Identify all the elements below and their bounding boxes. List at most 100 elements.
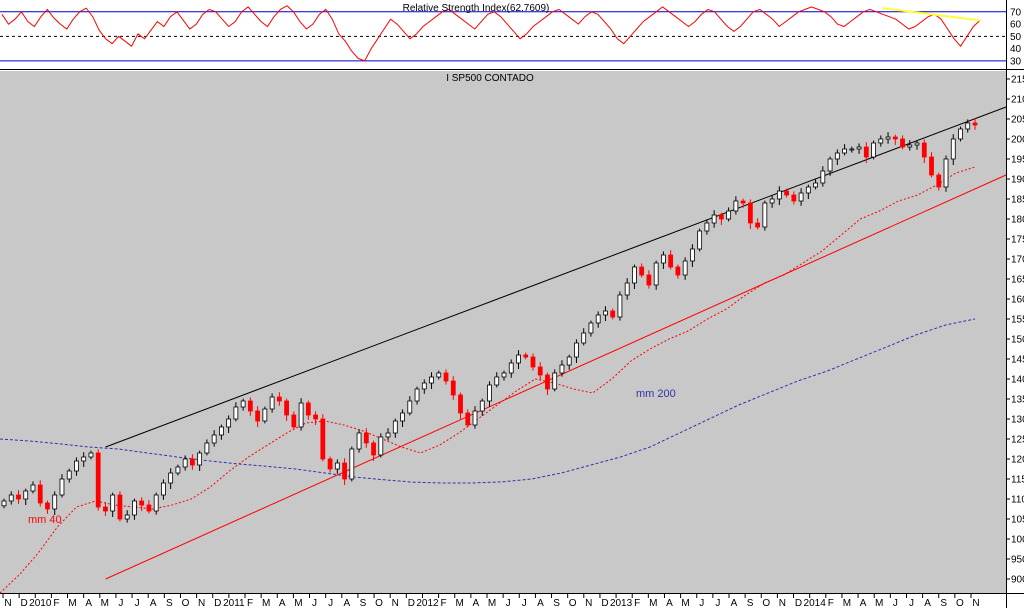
- candle-body: [334, 462, 340, 470]
- x-tick-label: A: [343, 598, 350, 608]
- x-tick-label: S: [553, 598, 560, 608]
- candle: [124, 510, 130, 523]
- candle-body: [124, 514, 130, 520]
- candle: [552, 369, 558, 392]
- candle-body: [762, 202, 768, 228]
- candle-body: [871, 142, 876, 158]
- x-tick-label: M: [681, 598, 689, 608]
- x-tick-label: 2014: [804, 598, 827, 608]
- x-tick-label: O: [956, 598, 964, 608]
- candle-body: [74, 460, 79, 472]
- price-tick-label: 1500: [1011, 335, 1024, 346]
- candle-body: [653, 262, 659, 286]
- candle: [588, 320, 594, 337]
- x-tick-label: A: [537, 598, 544, 608]
- candle: [871, 140, 876, 160]
- rsi-tick-label: 70: [1010, 7, 1022, 18]
- candle-body: [479, 400, 485, 412]
- candle-body: [610, 310, 616, 318]
- candle: [805, 184, 811, 199]
- candle: [668, 250, 674, 270]
- candle-body: [168, 472, 174, 484]
- candle-body: [501, 372, 507, 378]
- candle-body: [574, 342, 579, 358]
- x-tick-label: N: [392, 598, 399, 608]
- candle-body: [450, 380, 456, 396]
- candle: [943, 155, 949, 192]
- candle-body: [342, 462, 347, 480]
- candle-body: [675, 266, 681, 276]
- candle-body: [791, 194, 797, 202]
- candle-body: [784, 190, 789, 196]
- candle: [878, 135, 884, 147]
- candle: [472, 406, 478, 429]
- x-tick-label: 2013: [610, 598, 633, 608]
- candle-body: [443, 372, 449, 382]
- price-tick-label: 1950: [1011, 155, 1024, 166]
- candle: [646, 270, 652, 289]
- candle-body: [943, 158, 949, 188]
- x-tick-label: D: [214, 598, 221, 608]
- candle: [632, 264, 637, 289]
- candle: [523, 352, 529, 360]
- candle: [726, 207, 732, 222]
- candle: [929, 152, 934, 178]
- candle: [776, 186, 782, 205]
- x-tick-label: J: [893, 598, 898, 608]
- price-tick-label: 1400: [1011, 375, 1024, 386]
- candle-body: [153, 494, 159, 512]
- candle-body: [139, 500, 145, 506]
- candle-body: [617, 294, 623, 318]
- candle: [690, 244, 695, 267]
- price-y-axis: 900 950 1000 1050 1100 1150 1200 1250 1300 1350 14…: [1006, 75, 1024, 586]
- candle-body: [269, 396, 275, 410]
- candle-body: [378, 436, 384, 456]
- x-tick-label: M: [456, 598, 464, 608]
- candle-body: [834, 152, 840, 160]
- candle: [487, 381, 492, 407]
- candle: [161, 479, 166, 500]
- x-tick-label: F: [441, 598, 447, 608]
- x-tick-label: J: [118, 598, 123, 608]
- x-tick-label: F: [247, 598, 253, 608]
- candle: [907, 140, 913, 151]
- x-tick-label: D: [795, 598, 802, 608]
- candle-body: [516, 354, 521, 364]
- candle-body: [907, 144, 913, 148]
- candlesticks: [1, 118, 978, 523]
- candle: [247, 397, 253, 416]
- candle: [704, 219, 710, 235]
- price-tick-label: 2150: [1011, 75, 1024, 86]
- candle-body: [400, 412, 405, 422]
- x-tick-label: S: [940, 598, 947, 608]
- rsi-tick-label: 30: [1010, 56, 1022, 67]
- candle: [74, 457, 79, 476]
- candle: [610, 308, 616, 320]
- candle-body: [204, 442, 210, 454]
- candle: [320, 414, 326, 462]
- candle-body: [842, 148, 847, 154]
- candle-body: [371, 442, 376, 456]
- candle-body: [494, 376, 500, 386]
- candle-body: [936, 174, 942, 188]
- candle: [349, 446, 355, 482]
- candle: [175, 464, 181, 476]
- candle-body: [820, 170, 826, 184]
- candle-body: [863, 146, 869, 158]
- x-tick-label: J: [715, 598, 720, 608]
- candle-body: [718, 214, 724, 220]
- price-tick-label: 1650: [1011, 275, 1024, 286]
- price-tick-label: 1150: [1011, 475, 1024, 486]
- x-tick-label: A: [85, 598, 92, 608]
- candle-body: [182, 458, 188, 468]
- x-tick-label: N: [198, 598, 205, 608]
- candle: [784, 188, 789, 198]
- price-tick-label: 1250: [1011, 435, 1024, 446]
- candle: [291, 411, 297, 430]
- price-tick-label: 2050: [1011, 115, 1024, 126]
- candle: [8, 491, 14, 505]
- candle: [30, 481, 36, 494]
- candle: [740, 198, 746, 208]
